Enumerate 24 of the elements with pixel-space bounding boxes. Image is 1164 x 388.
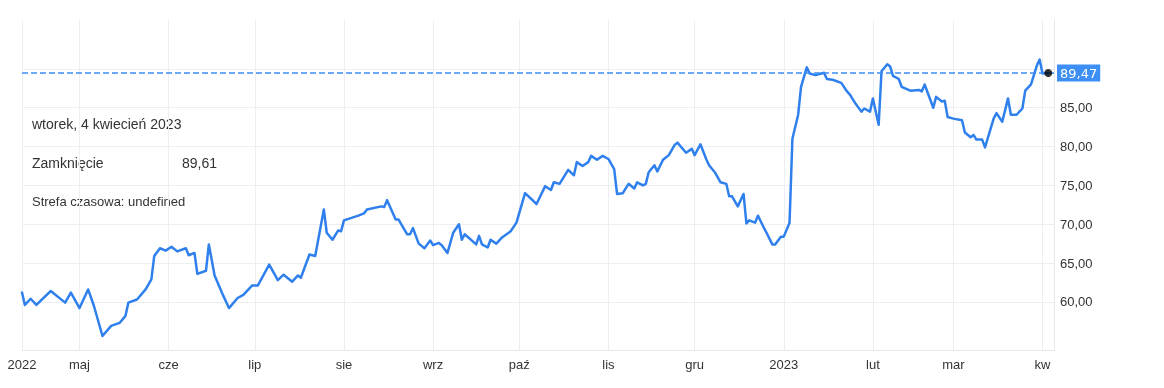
x-tick-label: lut — [866, 357, 881, 372]
x-tick-label: 2022 — [7, 357, 37, 372]
y-tick-label: 60,00 — [1060, 294, 1093, 310]
x-tick-label: sie — [335, 357, 353, 372]
x-tick-label: paź — [508, 357, 530, 372]
x-tick-label: maj — [69, 357, 91, 372]
x-tick-label: gru — [685, 357, 705, 372]
y-tick-label: 75,00 — [1060, 177, 1093, 193]
y-tick-label: 65,00 — [1060, 255, 1093, 271]
annotation: wtorek, 4 kwiecień 2023 — [31, 116, 182, 132]
x-tick-label: wrz — [421, 357, 444, 372]
annotation: 89,61 — [182, 155, 218, 171]
x-tick-label: kw — [1034, 357, 1052, 372]
y-tick-label: 70,00 — [1060, 216, 1093, 232]
ref-line-label: 89,47 — [1060, 65, 1098, 81]
x-tick-label: mar — [942, 357, 966, 372]
x-tick-label: cze — [158, 357, 179, 372]
y-tick-label: 85,00 — [1060, 100, 1093, 116]
x-tick-label: 2023 — [769, 357, 799, 372]
x-tick-label: lip — [248, 357, 262, 372]
y-tick-label: 80,00 — [1060, 139, 1093, 155]
x-tick-label: lis — [602, 357, 616, 372]
annotation: Zamknięcie — [32, 155, 104, 171]
annotation: Strefa czasowa: undefined — [32, 194, 186, 209]
